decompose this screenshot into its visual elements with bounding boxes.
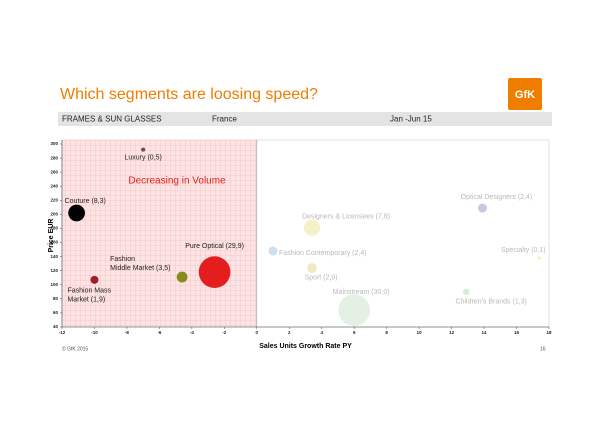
bubble [462, 288, 470, 296]
x-tick-label: -6 [157, 330, 161, 335]
x-axis-title: Sales Units Growth Rate PY [259, 343, 352, 350]
point-label: Fashion Contemporary (2,4) [279, 250, 367, 257]
page-number: 16 [540, 346, 546, 352]
bubble [338, 294, 371, 326]
point-label: Couture (8,3) [65, 198, 106, 205]
point-label: Designers & Licensees (7,8) [302, 214, 390, 221]
bubble [198, 256, 231, 288]
y-tick-label: 240 [50, 183, 58, 188]
x-tick-label: -2 [222, 330, 226, 335]
bubble [176, 271, 188, 283]
x-tick-label: 6 [353, 330, 356, 335]
y-tick-label: 300 [50, 141, 58, 146]
x-tick-label: 12 [449, 330, 455, 335]
y-tick-label: 160 [50, 240, 58, 245]
y-tick-label: 120 [50, 268, 58, 273]
logo-text: GfK [515, 89, 535, 101]
x-tick-label: -8 [125, 330, 129, 335]
bubble [90, 275, 99, 284]
y-tick-label: 200 [50, 212, 58, 217]
bubble [303, 219, 321, 236]
bubble [68, 204, 85, 222]
x-tick-label: 10 [417, 330, 423, 335]
point-label: Fashion [110, 256, 135, 263]
bubble [141, 147, 146, 152]
x-tick-label: -12 [59, 330, 66, 335]
x-tick-label: 4 [320, 330, 323, 335]
category: FRAMES & SUN GLASSES [62, 115, 162, 124]
negative-zone [62, 140, 257, 327]
y-tick-label: 100 [50, 282, 58, 287]
period: Jan -Jun 15 [390, 115, 432, 124]
point-label: Luxury (0,5) [124, 154, 161, 161]
y-tick-label: 260 [50, 169, 58, 174]
y-tick-label: 80 [53, 296, 59, 301]
x-tick-label: 14 [482, 330, 488, 335]
plot: 406080100120140160180200220240260280300-… [48, 139, 552, 350]
point-label: Market (1,9) [67, 297, 105, 304]
copyright: © GfK 2015 [62, 345, 88, 352]
y-tick-label: 180 [50, 226, 58, 231]
point-label: Fashion Mass [67, 288, 111, 295]
point-label: Mainstream (30,0) [333, 289, 390, 296]
x-tick-label: 0 [256, 330, 259, 335]
bubble [537, 256, 541, 260]
slide-title: Which segments are loosing speed? [60, 86, 318, 103]
bubble [477, 203, 487, 213]
y-tick-label: 140 [50, 254, 58, 259]
header-bar [58, 112, 552, 126]
point-label: Specialty (0,1) [501, 247, 546, 254]
y-tick-label: 220 [50, 197, 58, 202]
country: France [212, 115, 237, 124]
x-tick-label: 8 [385, 330, 388, 335]
bubble [268, 246, 278, 256]
point-label: Sport (2,9) [304, 275, 337, 282]
x-tick-label: 18 [546, 330, 552, 335]
bubble [307, 262, 317, 273]
logo [508, 78, 542, 110]
point-label: Middle Market (3,5) [110, 265, 170, 272]
x-tick-label: -4 [190, 330, 194, 335]
y-tick-label: 60 [53, 310, 59, 315]
y-axis-title: Price EUR [48, 219, 55, 253]
y-tick-label: 280 [50, 155, 58, 160]
y-tick-label: 40 [53, 324, 59, 329]
point-label: Pure Optical (29,9) [185, 243, 244, 250]
x-tick-label: 2 [288, 330, 291, 335]
x-tick-label: 16 [514, 330, 520, 335]
annotation: Decreasing in Volume [128, 176, 226, 187]
x-tick-label: -10 [91, 330, 98, 335]
point-label: Children's Brands (1,3) [456, 299, 527, 306]
point-label: Optical Designers (2,4) [461, 194, 533, 201]
